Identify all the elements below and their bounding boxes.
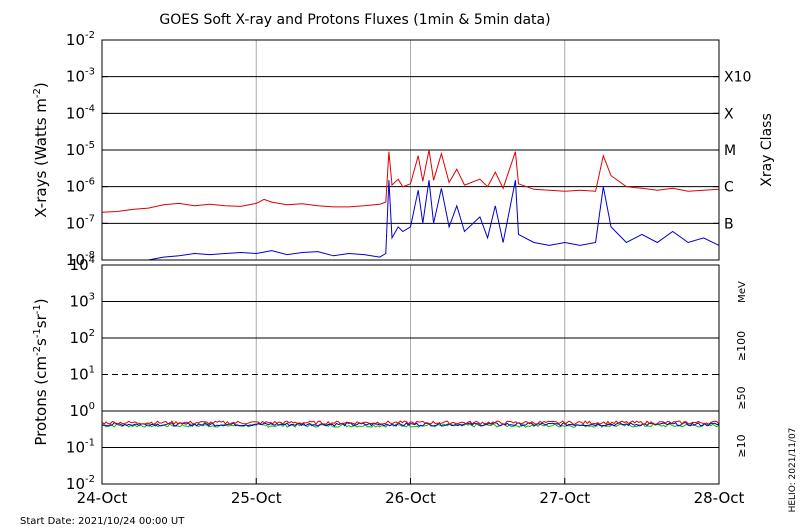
- x-tick-labels: 24-Oct 25-Oct 26-Oct 27-Oct 28-Oct: [77, 478, 745, 507]
- xray-y-axis-label: X-rays (Watts m-2): [32, 82, 50, 217]
- protons-panel: 104 103 102 101 100 10-1 10-2 Protons (cm-2s-1…: [32, 255, 748, 493]
- xray-y-tick-label: 10-3: [66, 67, 95, 86]
- protons-y-tick-label: 101: [70, 365, 95, 384]
- protons-gridlines: [102, 264, 719, 485]
- xray-y-tick-label: 10-4: [66, 103, 95, 122]
- chart-title: GOES Soft X-ray and Protons Fluxes (1min…: [159, 12, 550, 28]
- xray-class-c: C: [724, 180, 734, 196]
- protons-series: [101, 423, 720, 428]
- protons-y-tick-label: 100: [70, 401, 95, 420]
- xray-class-axis-label: Xray Class: [759, 113, 775, 187]
- protons-series: [101, 420, 720, 426]
- xray-class-m: M: [724, 143, 736, 159]
- xray-gridlines: [102, 39, 719, 261]
- helio-date: HELIO: 2021/11/07: [788, 428, 798, 513]
- xray-class-x10: X10: [724, 70, 751, 86]
- protons-y-tick-label: 10-2: [66, 474, 95, 493]
- xray-y-tick-label: 10-5: [66, 140, 95, 159]
- xray-y-tick-label: 10-6: [66, 177, 95, 196]
- x-tick-label: 24-Oct: [77, 489, 128, 507]
- xray-panel: 10-2 10-3 10-4 10-5 10-6 10-7 10-8 X-rays (Wat…: [32, 30, 775, 269]
- protons-y-tick-labels: 104 103 102 101 100 10-1 10-2: [66, 255, 95, 493]
- energy-label-100: ≥100: [735, 331, 748, 361]
- x-tick-label: 25-Oct: [231, 489, 282, 507]
- xray-series: [101, 149, 720, 261]
- xray-class-x: X: [724, 106, 734, 122]
- xray-class-b: B: [724, 216, 734, 232]
- energy-label-50: ≥50: [735, 386, 748, 409]
- xray-series-long: [101, 149, 720, 213]
- x-tick-label: 27-Oct: [539, 489, 590, 507]
- xray-y-tick-labels: 10-2 10-3 10-4 10-5 10-6 10-7 10-8: [66, 30, 95, 269]
- protons-y-tick-label: 10-1: [66, 438, 95, 457]
- xray-class-labels: X10 X M C B: [724, 70, 751, 233]
- xray-plot-frame: [101, 39, 720, 261]
- energy-label-10: ≥10: [735, 434, 748, 457]
- start-date: Start Date: 2021/10/24 00:00 UT: [20, 516, 185, 527]
- protons-y-tick-label: 102: [70, 328, 95, 347]
- protons-y-axis-label: Protons (cm-2s-1sr-1): [32, 298, 50, 445]
- xray-y-tick-label: 10-8: [66, 250, 95, 269]
- protons-y-tick-label: 103: [70, 292, 95, 311]
- x-tick-label: 28-Oct: [694, 489, 745, 507]
- xray-y-tick-label: 10-7: [66, 213, 95, 232]
- protons-series: [101, 421, 720, 427]
- xray-y-tick-label: 10-2: [66, 30, 95, 49]
- energy-unit-label: MeV: [737, 281, 748, 303]
- protons-series: [101, 420, 720, 428]
- xray-series-short: [148, 180, 720, 261]
- x-tick-label: 26-Oct: [385, 489, 436, 507]
- protons-y-tick-label: 104: [70, 255, 95, 274]
